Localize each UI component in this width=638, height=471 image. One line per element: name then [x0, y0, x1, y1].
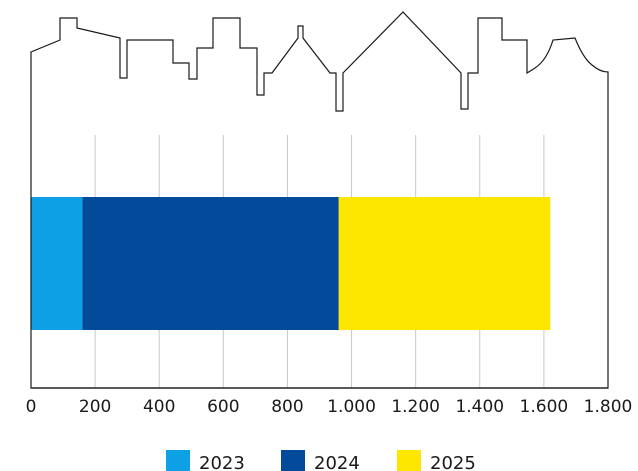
x-axis-tick-labels: 0 200 400 600 800 1.000 1.200 1.400 1.600 1.800 — [26, 397, 633, 417]
bar-segment-2023 — [31, 197, 83, 330]
x-tick-label: 1.400 — [455, 397, 504, 417]
x-tick-label: 200 — [79, 397, 111, 417]
legend-swatch-2024 — [281, 450, 305, 471]
bar-segment-2024 — [82, 197, 339, 330]
x-tick-label: 1.800 — [584, 397, 633, 417]
legend: 2023 2024 2025 — [166, 450, 476, 471]
x-tick-label: 0 — [26, 397, 37, 417]
legend-swatch-2025 — [397, 450, 421, 471]
x-tick-label: 1.600 — [520, 397, 569, 417]
skyline-outline — [30, 11, 609, 389]
x-tick-label: 1.200 — [391, 397, 440, 417]
legend-label-2024: 2024 — [314, 453, 360, 471]
x-tick-label: 600 — [207, 397, 239, 417]
legend-label-2025: 2025 — [430, 453, 476, 471]
bars — [31, 197, 551, 330]
legend-label-2023: 2023 — [199, 453, 245, 471]
bar-segment-2025 — [338, 197, 551, 330]
legend-swatch-2023 — [166, 450, 190, 471]
x-tick-label: 400 — [143, 397, 175, 417]
x-tick-label: 800 — [271, 397, 303, 417]
x-tick-label: 1.000 — [327, 397, 376, 417]
